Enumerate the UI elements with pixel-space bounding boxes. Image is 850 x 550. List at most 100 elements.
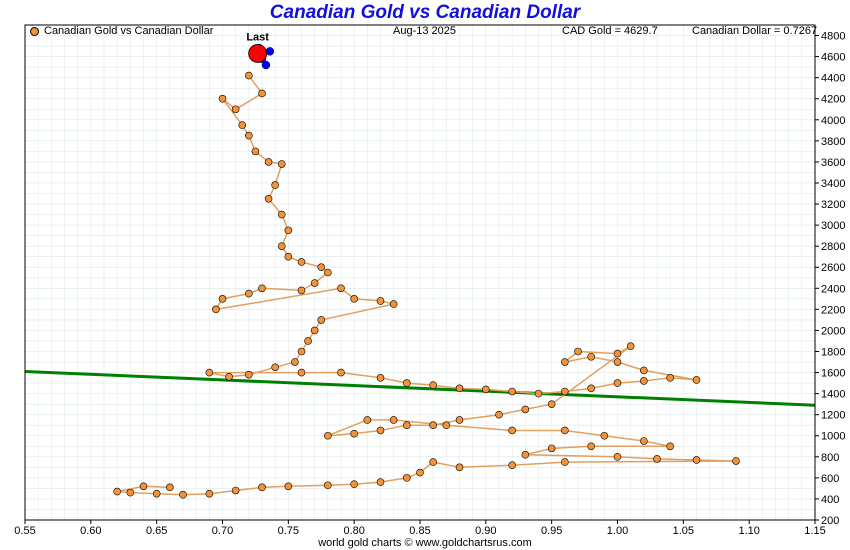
data-point [600,431,609,440]
data-point [271,363,279,372]
chart-title: Canadian Gold vs Canadian Dollar [269,2,581,23]
last-point-label: Last [246,31,269,43]
data-point [297,286,306,295]
series-line [117,75,737,496]
y-tick-label: 4000 [821,115,845,127]
series-path [117,75,737,496]
data-point [284,482,293,491]
x-tick-label: 1.10 [738,525,759,537]
y-tick-label: 1400 [821,389,845,401]
x-tick-label: 0.60 [80,525,101,537]
data-point [297,258,306,266]
data-point [179,490,187,499]
y-tick-label: 4600 [821,52,845,64]
data-point [238,121,247,129]
data-point [245,71,253,80]
data-point [640,377,648,385]
data-point [640,366,648,375]
data-point [258,284,266,293]
y-tick-label: 4800 [821,31,845,43]
data-point [139,482,148,491]
last-point-marker [248,44,268,63]
y-tick-label: 2600 [821,262,845,274]
data-point [205,489,214,498]
data-point [429,381,437,389]
data-point [561,387,569,396]
y-tick-label: 2800 [821,241,845,253]
data-point [561,458,569,466]
data-point [277,160,286,168]
x-tick-label: 1.05 [673,525,694,537]
data-point [324,481,332,490]
data-point [212,305,220,314]
data-point [692,376,701,384]
data-point [225,372,233,381]
legend: Canadian Gold vs Canadian Dollar [30,25,213,37]
data-point [218,295,227,303]
data-point [521,450,530,459]
data-point [271,181,279,189]
data-point [547,400,556,408]
x-tick-label: 0.80 [343,525,364,537]
data-point [277,210,286,219]
data-point [350,480,358,488]
x-axis: 0.55 0.60 0.65 0.70 0.75 0.80 0.85 0.90 0.95 1.00… [14,520,826,537]
data-point [310,326,319,335]
data-point [277,242,286,250]
data-point [284,226,293,235]
data-point [258,89,266,98]
data-point [640,437,648,445]
y-tick-label: 400 [821,494,839,506]
data-point [508,426,516,435]
data-point [613,379,622,387]
data-point [304,337,312,345]
data-point [587,442,595,451]
x-tick-label: 0.55 [14,525,35,537]
data-point [113,487,121,496]
data-point [389,300,398,308]
data-point [613,349,622,358]
data-point [376,426,385,435]
last-point: Last [246,31,269,63]
data-point [297,368,306,377]
legend-label: Canadian Gold vs Canadian Dollar [44,25,214,37]
data-point [310,279,319,287]
data-point [403,379,411,387]
recent-point [265,47,275,56]
data-point [587,352,595,361]
data-point [324,268,332,277]
data-point [350,295,358,303]
data-point [521,405,530,414]
data-point [291,358,299,366]
y-tick-label: 2400 [821,283,845,295]
data-point [231,105,240,114]
data-point [732,457,740,465]
data-point [389,416,398,424]
y-tick-label: 4200 [821,94,845,106]
trend-line-segment [24,370,816,407]
data-point [350,429,358,438]
data-point [376,297,385,305]
data-point [561,358,569,366]
data-point [245,370,253,379]
data-point [692,456,701,464]
x-tick-label: 1.00 [607,525,628,537]
data-point [324,431,332,440]
data-point [613,453,622,461]
data-point [429,421,437,430]
data-point [429,458,437,466]
data-point [166,483,174,492]
data-point [264,158,273,166]
data-point [376,478,385,486]
recent-point [261,60,271,70]
y-tick-label: 4400 [821,73,845,85]
y-axis: 200 400 600 800 1000 1200 1400 1600 1800 2000 2200… [815,31,845,527]
data-point [508,387,516,396]
data-point [613,358,622,366]
data-point [455,384,464,393]
trend-line [24,370,816,407]
data-point [258,483,266,492]
data-point [152,489,161,498]
data-point [218,94,227,103]
y-tick-label: 3600 [821,157,845,169]
